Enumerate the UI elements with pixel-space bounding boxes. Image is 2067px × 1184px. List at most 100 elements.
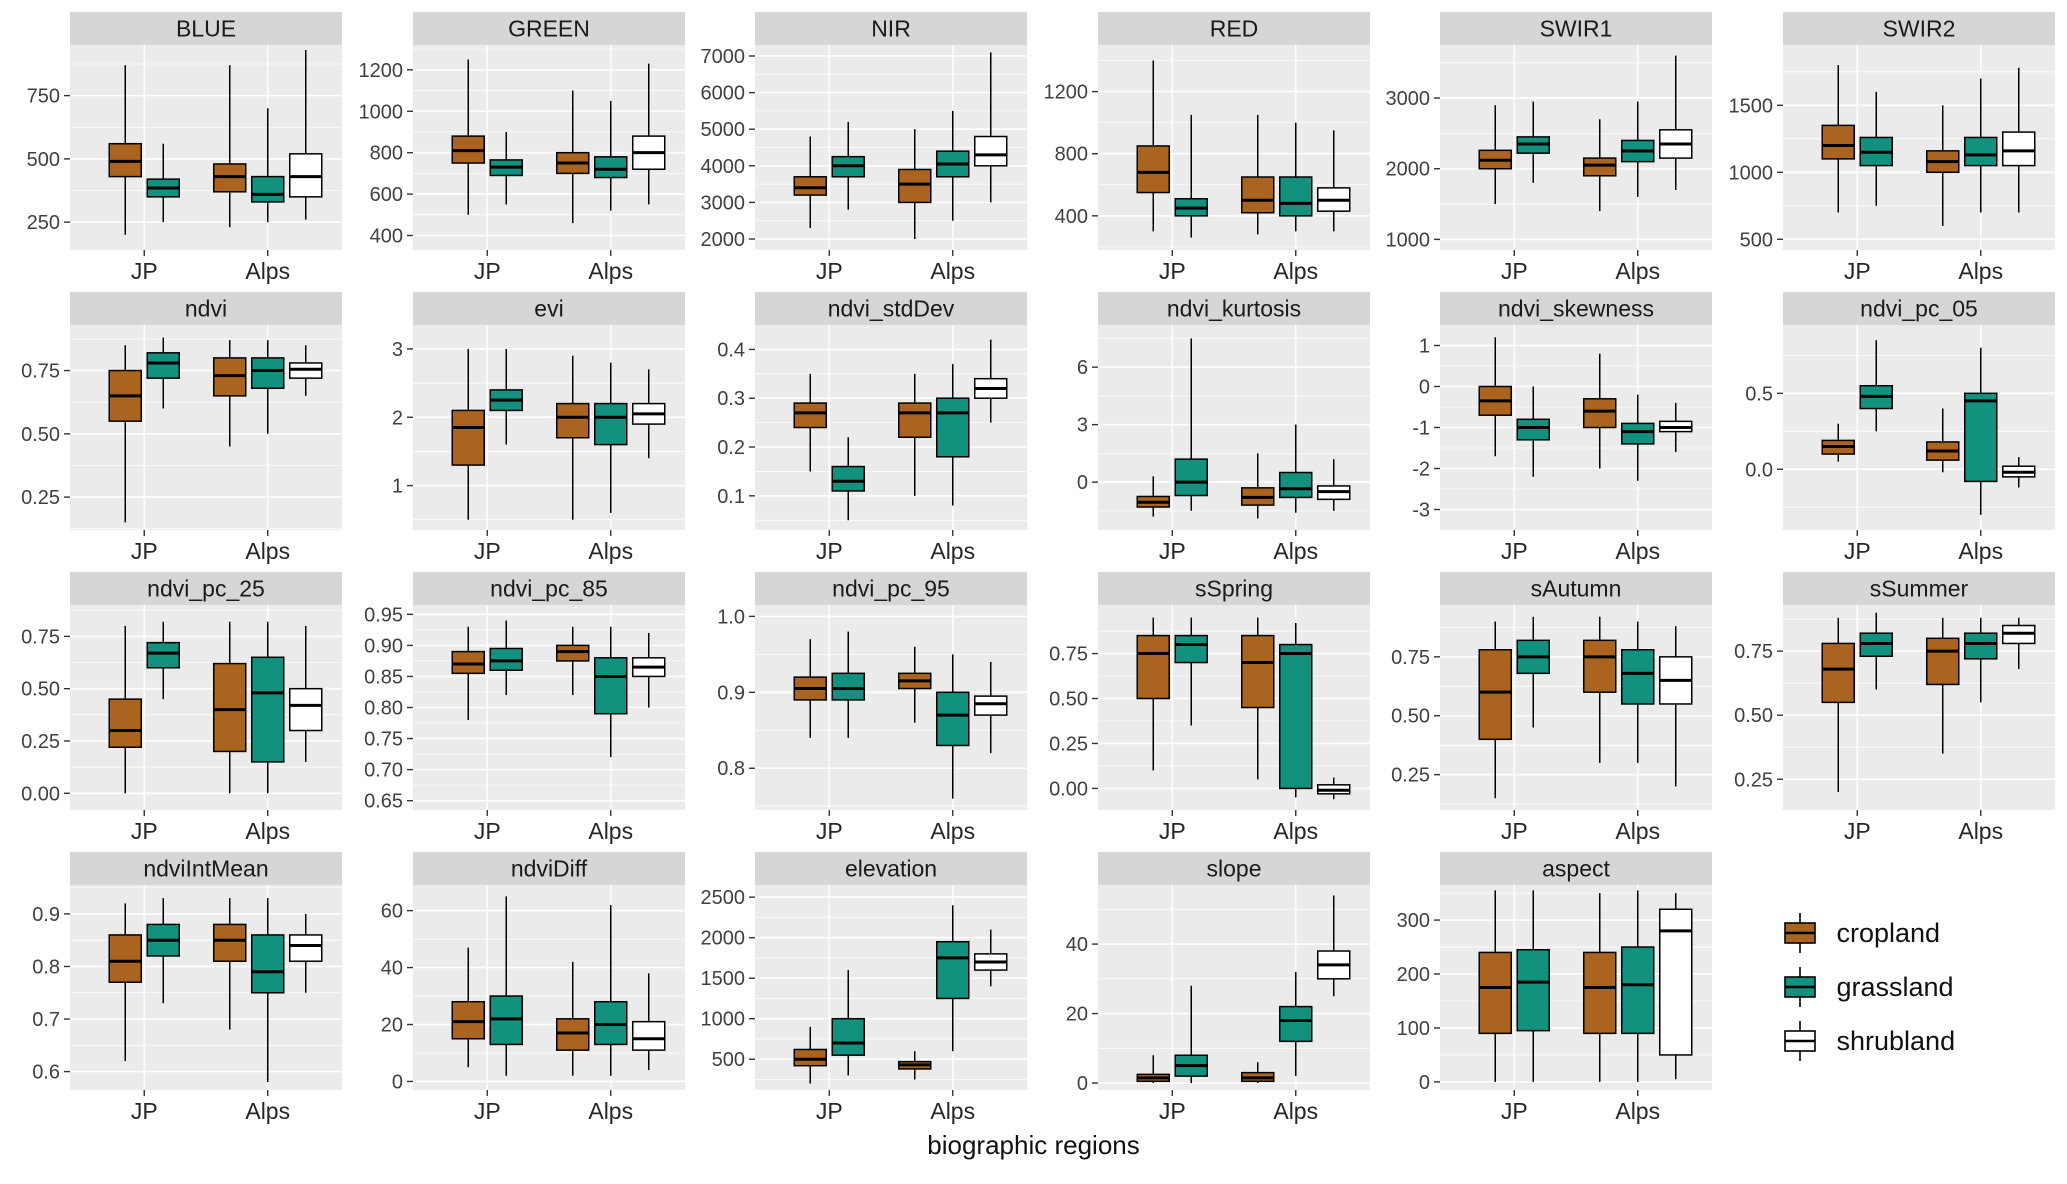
y-tick-label: 0.65 <box>364 791 403 813</box>
x-tick-label: Alps <box>1273 258 1318 284</box>
facet-slope: slope 0 20 40 JP Alps <box>1036 848 1374 1126</box>
facet-NIR: NIR 2000 3000 4000 5000 6000 7000 JP Alps <box>693 8 1031 286</box>
x-tick-label: JP <box>1158 1098 1185 1124</box>
y-tick-label: 0.25 <box>1391 765 1430 787</box>
iqr-box <box>146 352 181 379</box>
y-tick-label: 0.75 <box>21 361 60 383</box>
facet-title: SWIR2 <box>1882 16 1955 42</box>
box-JP-grassland <box>146 898 181 1004</box>
x-tick-label: Alps <box>1958 258 2003 284</box>
panel-background <box>1097 885 1370 1090</box>
x-tick-label: Alps <box>1615 258 1660 284</box>
iqr-box <box>1582 951 1617 1035</box>
x-tick-label: JP <box>816 538 843 564</box>
iqr-box <box>593 657 627 715</box>
iqr-box <box>2001 131 2035 167</box>
box-Alps-shrubland <box>1316 895 1350 997</box>
y-tick-label: 0.4 <box>717 339 745 361</box>
box-Alps-shrubland <box>2001 67 2035 213</box>
y-tick-label: 2000 <box>701 928 746 950</box>
box-Alps-cropland <box>212 898 247 1030</box>
box-JP-grassland <box>489 896 523 1076</box>
y-tick-label: 0.50 <box>1049 689 1088 711</box>
x-tick-label: JP <box>473 538 500 564</box>
box-Alps-shrubland <box>1658 55 1693 190</box>
box-Alps-grassland <box>1278 424 1312 513</box>
facet-title: ndvi_pc_95 <box>832 576 950 602</box>
box-Alps-cropland <box>555 626 589 696</box>
legend-key-shrubland-icon <box>1783 1021 1816 1061</box>
facet-ndvi_skewness: ndvi_skewness -3 -2 -1 0 1 JP Alps <box>1378 288 1716 566</box>
y-tick-label: 60 <box>380 901 402 923</box>
box-Alps-cropland <box>1240 617 1274 780</box>
y-tick-label: 0.70 <box>364 760 403 782</box>
box-JP-cropland <box>1821 423 1855 462</box>
x-tick-label: Alps <box>930 1098 975 1124</box>
facet-title: ndvi_stdDev <box>828 296 955 322</box>
iqr-box <box>250 175 285 203</box>
x-tick-label: JP <box>1501 258 1528 284</box>
x-tick-label: Alps <box>930 818 975 844</box>
box-Alps-grassland <box>250 340 285 434</box>
legend-item-shrubland: shrubland <box>1777 1018 1955 1064</box>
box-Alps-cropland <box>212 621 247 794</box>
facet-title: ndvi_kurtosis <box>1166 296 1300 322</box>
y-tick-label: 3 <box>1076 415 1087 437</box>
x-tick-label: Alps <box>588 818 633 844</box>
y-tick-label: 0 <box>1076 1073 1087 1095</box>
facet-title: GREEN <box>508 16 590 42</box>
facet-SWIR2: SWIR2 500 1000 1500 JP Alps <box>1721 8 2059 286</box>
box-JP-cropland <box>1478 337 1513 457</box>
legend-label: grassland <box>1836 971 1954 1002</box>
y-tick-label: 800 <box>369 143 402 165</box>
facet-BLUE: BLUE 250 500 750 JP Alps <box>8 8 346 286</box>
box-Alps-grassland <box>250 108 285 223</box>
panel-background <box>70 325 342 530</box>
box-JP-cropland <box>451 947 485 1068</box>
facet-GREEN: GREEN 400 600 800 1000 1200 JP Alps <box>351 8 689 286</box>
box-JP-grassland <box>146 621 181 700</box>
iqr-box <box>1658 908 1693 1056</box>
facet-strip <box>1440 292 1712 325</box>
box-JP-cropland <box>1478 890 1513 1082</box>
iqr-box <box>593 156 627 179</box>
facet-chart-svg: slope 0 20 40 JP Alps <box>1065 852 1370 1124</box>
gridlines <box>1097 885 1370 1090</box>
box-JP-grassland <box>1516 616 1551 728</box>
y-tick-label: 0.5 <box>1745 383 1773 405</box>
facet-chart-svg: elevation 500 1000 1500 2000 2500 JP Alps <box>701 852 1027 1124</box>
facet-title: elevation <box>845 856 937 882</box>
box-JP-cropland <box>793 639 828 738</box>
y-tick-label: 0 <box>1076 472 1087 494</box>
y-tick-label: 1200 <box>358 60 403 82</box>
y-tick-label: 250 <box>27 212 60 234</box>
box-Alps-shrubland <box>631 369 665 459</box>
x-tick-label: JP <box>131 258 158 284</box>
iqr-box <box>793 402 828 429</box>
y-tick-label: 200 <box>1397 964 1430 986</box>
facet-strip <box>412 852 685 885</box>
y-tick-label: 0 <box>1419 377 1430 399</box>
facet-chart-svg: sSummer 0.25 0.50 0.75 JP Alps <box>1734 572 2055 844</box>
box-Alps-shrubland <box>973 52 1008 203</box>
box-JP-cropland <box>1478 105 1513 205</box>
y-tick-label: 40 <box>1065 934 1087 956</box>
facet-strip <box>755 852 1027 885</box>
facet-strip <box>755 572 1027 605</box>
facet-title: ndvi <box>185 296 227 322</box>
box-JP-grassland <box>1174 985 1208 1084</box>
box-Alps-grassland <box>250 898 285 1083</box>
box-Alps-grassland <box>1963 617 1997 703</box>
box-JP-cropland <box>1136 476 1170 517</box>
iqr-box <box>1963 136 1997 167</box>
y-tick-label: 6 <box>1076 357 1087 379</box>
iqr-box <box>1278 1005 1312 1043</box>
box-Alps-cropland <box>1240 1062 1274 1084</box>
facet-chart-svg: RED 400 800 1200 JP Alps <box>1043 12 1370 284</box>
facet-strip <box>412 292 685 325</box>
y-tick-label: 0.85 <box>364 666 403 688</box>
y-tick-label: 20 <box>1065 1004 1087 1026</box>
y-tick-label: 0.25 <box>1734 769 1773 791</box>
y-tick-label: 40 <box>380 958 402 980</box>
